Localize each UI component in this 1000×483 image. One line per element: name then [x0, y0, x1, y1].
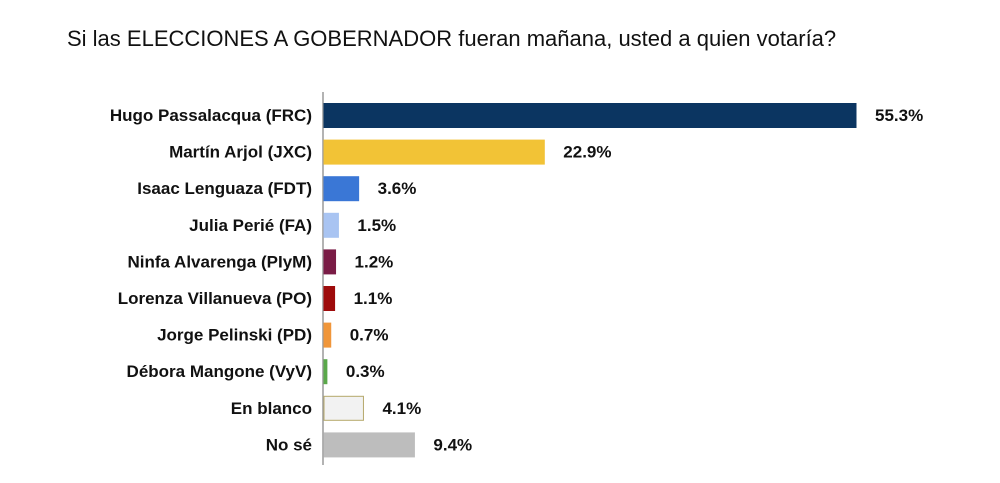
bar-4 [323, 249, 337, 275]
bar-6 [323, 322, 332, 348]
bar-0 [323, 103, 857, 128]
category-labels-group: Hugo Passalacqua (FRC) Martín Arjol (JXC)… [110, 106, 312, 454]
bars-group [323, 103, 857, 458]
category-label-9: No sé [266, 435, 312, 454]
category-label-8: En blanco [231, 399, 312, 418]
value-label-7: 0.3% [346, 362, 385, 381]
bar-7 [323, 359, 328, 385]
value-label-4: 1.2% [355, 252, 394, 271]
category-label-2: Isaac Lenguaza (FDT) [137, 179, 312, 198]
value-label-9: 9.4% [433, 435, 472, 454]
bar-8 [323, 395, 364, 421]
bar-2 [323, 176, 360, 202]
category-label-0: Hugo Passalacqua (FRC) [110, 106, 312, 125]
value-label-8: 4.1% [382, 399, 421, 418]
category-label-1: Martín Arjol (JXC) [169, 143, 312, 162]
chart-title: Si las ELECCIONES A GOBERNADOR fueran ma… [67, 26, 837, 51]
category-label-4: Ninfa Alvarenga (PIyM) [127, 252, 312, 271]
value-label-5: 1.1% [354, 289, 393, 308]
value-label-0: 55.3% [875, 106, 923, 125]
value-label-1: 22.9% [563, 143, 611, 162]
category-label-3: Julia Perié (FA) [189, 216, 312, 235]
bar-3 [323, 212, 339, 238]
value-label-2: 3.6% [378, 179, 417, 198]
category-label-7: Débora Mangone (VyV) [127, 362, 312, 381]
bar-5 [323, 286, 336, 311]
category-label-6: Jorge Pelinski (PD) [157, 326, 312, 345]
value-label-6: 0.7% [350, 326, 389, 345]
bar-1 [323, 139, 545, 165]
bar-9 [323, 432, 415, 458]
value-label-3: 1.5% [357, 216, 396, 235]
value-labels-group: 55.3% 22.9% 3.6% 1.5% 1.2% 1.1% 0.7% 0.3% 4.1% 9.… [346, 106, 923, 454]
category-label-5: Lorenza Villanueva (PO) [118, 289, 312, 308]
